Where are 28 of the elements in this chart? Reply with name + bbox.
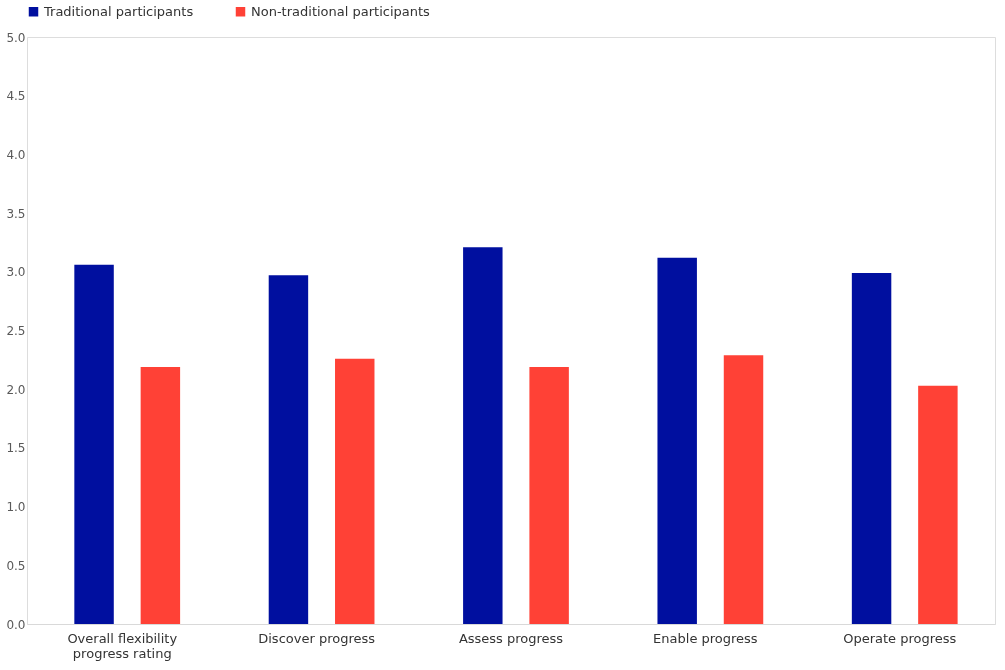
y-tick-label: 0.5 — [6, 558, 26, 573]
legend-label: Traditional participants — [43, 3, 194, 19]
y-tick-label: 2.0 — [6, 382, 26, 397]
bar — [140, 366, 181, 624]
y-tick-label: 4.5 — [6, 89, 26, 104]
x-tick-label: Overall flexibility progress rating — [67, 630, 178, 661]
x-tick-label: Discover progress — [258, 630, 376, 646]
bar — [268, 275, 309, 624]
bar — [74, 264, 114, 624]
y-tick-label: 0.0 — [6, 617, 26, 632]
y-tick-label: 4.0 — [6, 147, 26, 162]
bar — [657, 257, 697, 624]
y-tick-label: 3.5 — [6, 206, 26, 221]
bar — [463, 247, 503, 624]
legend-label: Non-traditional participants — [251, 3, 431, 19]
bar — [918, 385, 958, 624]
y-tick-label: 2.5 — [6, 324, 26, 338]
x-tick-label: Assess progress — [458, 630, 564, 646]
y-tick-label: 1.0 — [6, 500, 26, 515]
bar — [723, 355, 764, 624]
x-tick-label: Enable progress — [653, 630, 758, 646]
y-tick-label: 3.0 — [6, 265, 26, 280]
y-tick-label: 1.5 — [6, 441, 26, 456]
x-tick-label: Operate progress — [843, 630, 957, 646]
y-tick-label: 5.0 — [6, 30, 26, 45]
bar — [335, 358, 375, 624]
bar — [529, 366, 569, 624]
bar — [851, 272, 892, 624]
